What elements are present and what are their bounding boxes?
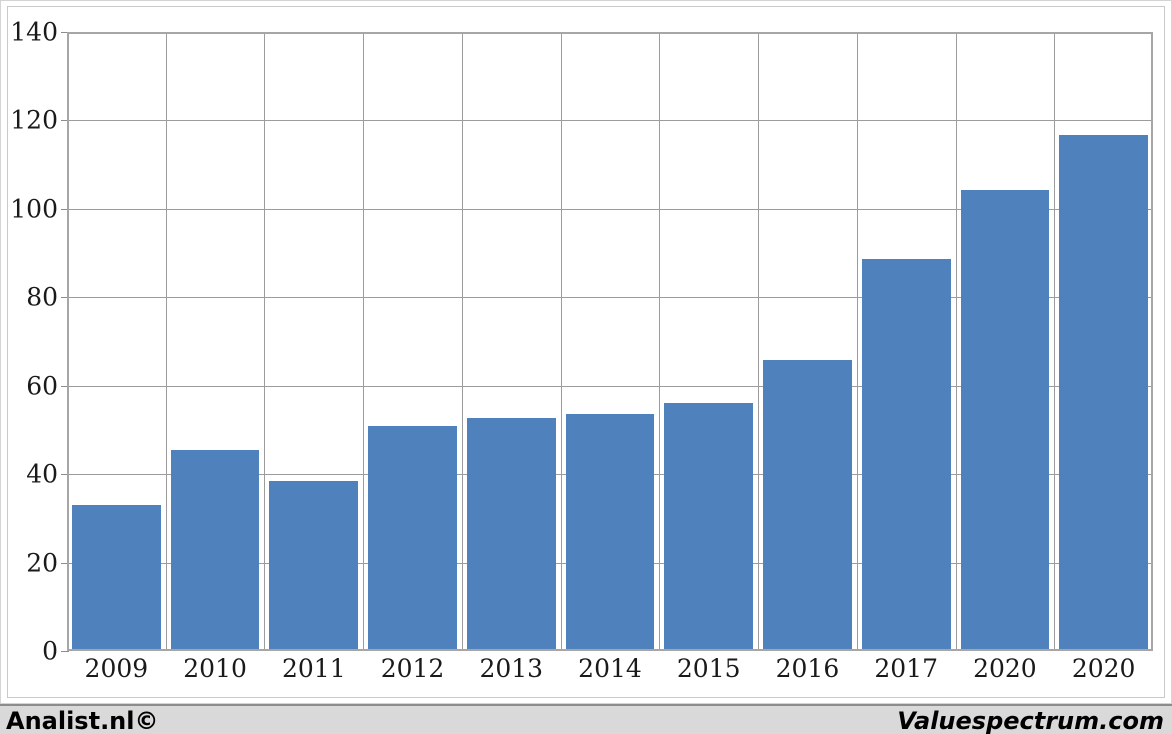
bar bbox=[368, 425, 457, 651]
gridline-vertical bbox=[462, 32, 463, 651]
gridline-horizontal bbox=[67, 385, 1153, 387]
x-tick-label: 2009 bbox=[84, 654, 149, 683]
gridline-vertical bbox=[758, 32, 759, 651]
y-tick-mark bbox=[61, 120, 69, 122]
plot-border-right bbox=[1151, 32, 1153, 651]
y-axis: 0 20 40 60 80 100 120 140 bbox=[0, 20, 58, 664]
x-tick-label: 2017 bbox=[874, 654, 938, 683]
gridline-vertical bbox=[857, 32, 858, 651]
x-tick-label: 2010 bbox=[183, 654, 247, 683]
plot-border-bottom bbox=[67, 649, 1153, 651]
gridline-vertical bbox=[264, 32, 265, 651]
bar bbox=[861, 259, 951, 651]
y-tick-mark bbox=[61, 562, 69, 564]
x-tick-label: 2016 bbox=[775, 654, 840, 683]
x-tick-label: 2014 bbox=[578, 654, 642, 683]
bar bbox=[466, 418, 556, 651]
gridline-vertical bbox=[659, 32, 660, 651]
x-tick-label: 2013 bbox=[479, 654, 544, 683]
y-tick-label: 60 bbox=[26, 371, 58, 401]
y-tick-label: 80 bbox=[26, 282, 58, 312]
x-tick-label: 2011 bbox=[282, 654, 346, 683]
footer-source-right: Valuespectrum.com bbox=[897, 707, 1164, 734]
y-tick-label: 20 bbox=[26, 548, 58, 578]
gridline-horizontal bbox=[67, 297, 1153, 299]
y-tick-label: 100 bbox=[10, 194, 58, 224]
y-tick-label: 0 bbox=[42, 636, 58, 666]
bar bbox=[1059, 134, 1148, 651]
bar bbox=[269, 480, 359, 651]
plot-border-top bbox=[67, 32, 1153, 34]
y-tick-mark bbox=[61, 32, 69, 33]
plot-area bbox=[67, 32, 1153, 651]
x-axis: 2009 2010 2011 2012 2013 2014 2015 2016 2017 2020… bbox=[67, 655, 1153, 700]
bar bbox=[565, 414, 655, 651]
gridline-vertical bbox=[561, 32, 562, 651]
y-tick-mark bbox=[61, 474, 69, 476]
gridline-horizontal bbox=[67, 208, 1153, 210]
bar bbox=[170, 449, 260, 651]
y-tick-label: 40 bbox=[26, 459, 58, 489]
y-tick-label: 140 bbox=[10, 17, 58, 47]
gridline-vertical bbox=[956, 32, 957, 651]
y-tick-mark bbox=[61, 297, 69, 299]
y-tick-mark bbox=[61, 208, 69, 210]
bar bbox=[72, 505, 161, 651]
bar bbox=[664, 403, 754, 651]
x-tick-label: 2015 bbox=[676, 654, 741, 683]
x-tick-label: 2020 bbox=[1071, 654, 1136, 683]
gridline-vertical bbox=[363, 32, 364, 651]
bar bbox=[960, 189, 1050, 651]
x-tick-label: 2012 bbox=[380, 654, 445, 683]
bar bbox=[763, 359, 852, 651]
gridline-vertical bbox=[1054, 32, 1055, 651]
chart-footer: Analist.nl© Valuespectrum.com bbox=[0, 704, 1172, 734]
x-tick-label: 2020 bbox=[973, 654, 1037, 683]
y-tick-mark bbox=[61, 385, 69, 387]
footer-source-left: Analist.nl© bbox=[6, 707, 159, 734]
gridline-vertical bbox=[166, 32, 167, 651]
y-tick-label: 120 bbox=[10, 105, 58, 135]
y-tick-mark bbox=[61, 651, 69, 652]
gridline-horizontal bbox=[67, 120, 1153, 122]
plot-border-left bbox=[67, 32, 69, 651]
